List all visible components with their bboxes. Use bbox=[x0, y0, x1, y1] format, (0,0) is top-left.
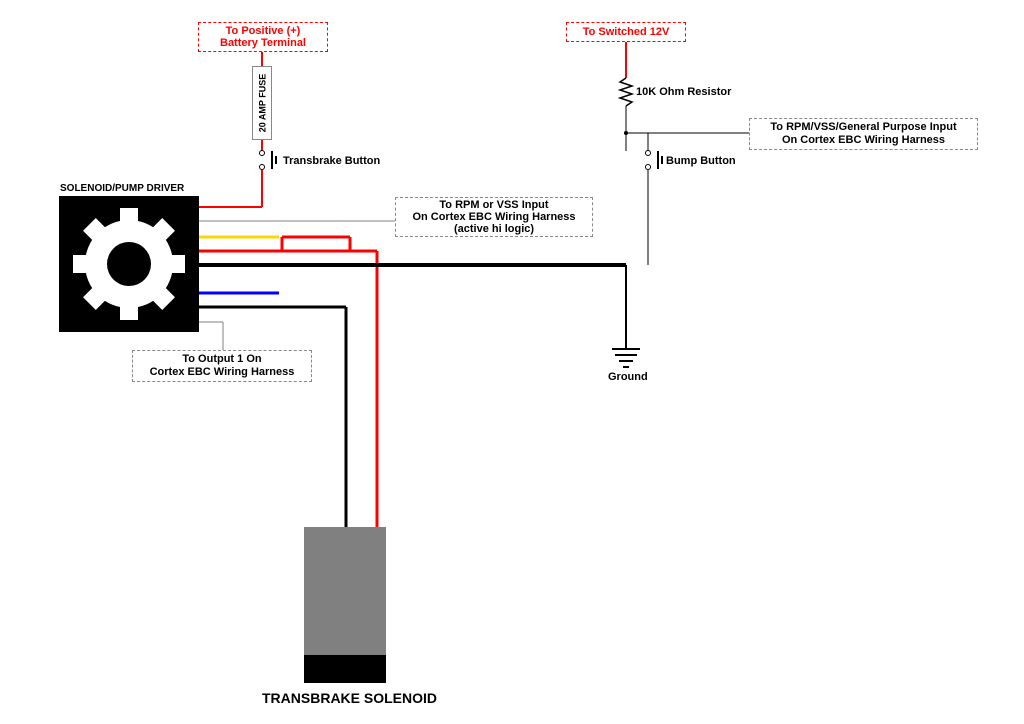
wiring-layer bbox=[0, 0, 1024, 724]
diagram-canvas: To Positive (+)Battery Terminal To Switc… bbox=[0, 0, 1024, 724]
